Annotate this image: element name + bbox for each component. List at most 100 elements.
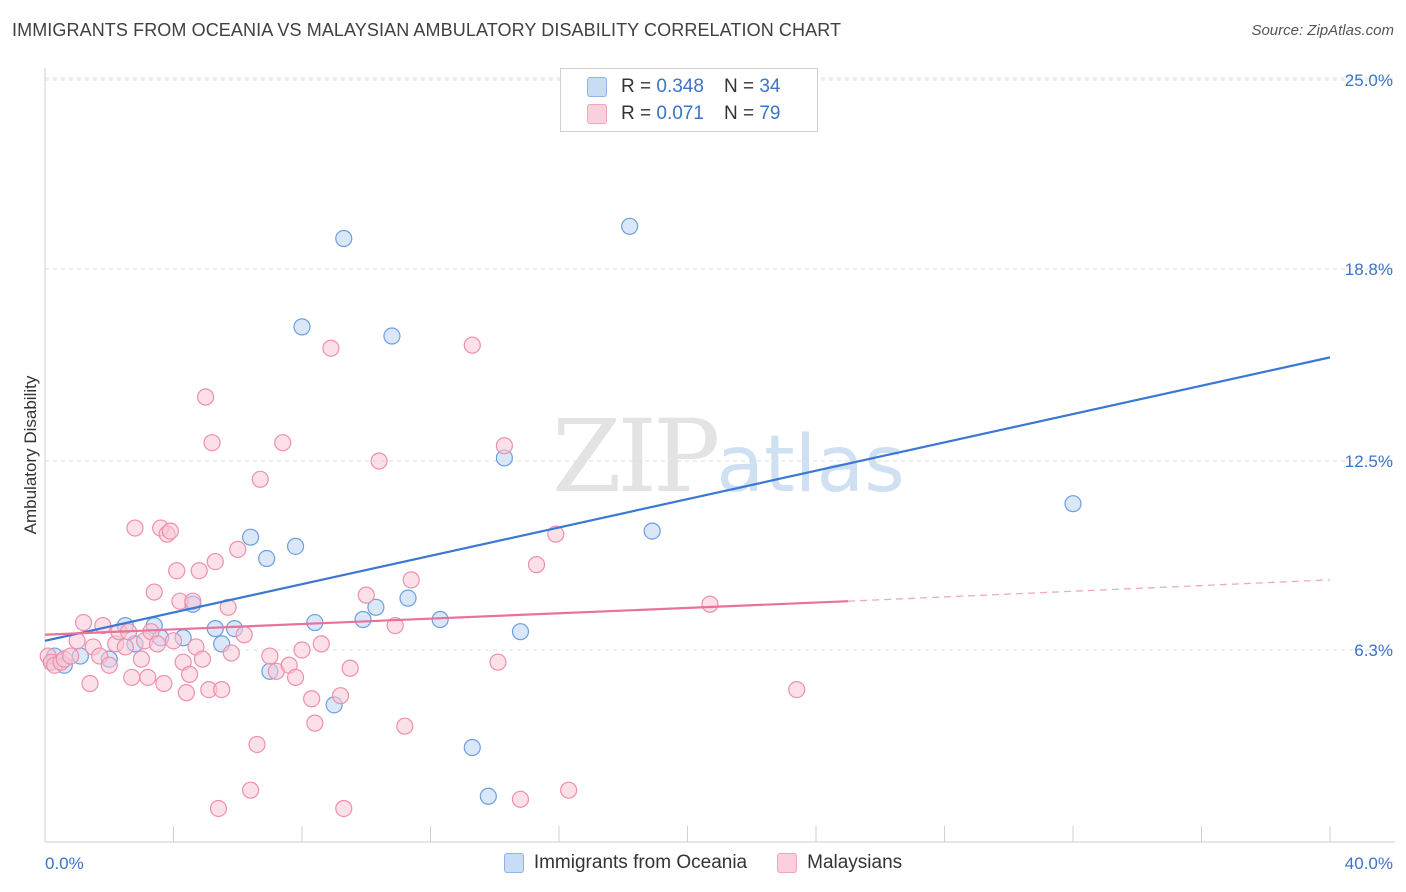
oceania-point xyxy=(399,589,417,607)
oceania-point xyxy=(286,537,305,555)
malaysians-point xyxy=(209,799,228,818)
bottom-legend-swatch-malaysians xyxy=(777,853,798,873)
legend-r-label: R = xyxy=(621,76,652,97)
malaysians-point xyxy=(274,434,292,452)
malaysians-point xyxy=(206,552,224,571)
malaysians-point xyxy=(193,650,212,668)
malaysians-point xyxy=(148,635,167,653)
malaysians-point xyxy=(248,735,266,754)
malaysians-point xyxy=(190,562,208,580)
malaysians-trend-line xyxy=(44,600,849,636)
malaysians-point xyxy=(126,519,144,537)
malaysians-point xyxy=(213,680,231,699)
malaysians-point xyxy=(788,680,806,699)
bottom-legend-swatch-oceania xyxy=(503,853,524,873)
bottom-legend-label: Immigrants from Oceania xyxy=(533,852,748,873)
malaysians-point xyxy=(123,668,141,687)
malaysians-point xyxy=(62,647,80,665)
legend: R = 0.348 N = 34 R = 0.071 N = 79 xyxy=(560,68,818,132)
malaysians-point xyxy=(370,452,388,470)
malaysians-point xyxy=(527,556,546,574)
malaysians-point xyxy=(81,674,99,693)
malaysians-point xyxy=(235,626,253,644)
malaysians-point xyxy=(261,647,279,665)
oceania-point xyxy=(367,598,385,616)
malaysians-point xyxy=(312,635,330,653)
malaysians-point xyxy=(463,336,481,354)
malaysians-point xyxy=(219,598,237,616)
y-tick-label: 18.8% xyxy=(1345,260,1393,279)
x-tick-label: 40.0% xyxy=(1345,854,1393,873)
x-tick-label: 0.0% xyxy=(45,854,84,873)
legend-swatch-malaysians xyxy=(587,104,607,124)
malaysians-point xyxy=(164,632,183,650)
oceania-point xyxy=(621,217,639,235)
oceania-point xyxy=(511,623,530,641)
malaysians-point xyxy=(396,717,414,735)
malaysians-point xyxy=(168,562,186,580)
watermark: ZIPatlas xyxy=(552,398,905,515)
malaysians-trend-extension xyxy=(848,579,1331,602)
oceania-point xyxy=(293,318,311,336)
malaysians-point xyxy=(560,781,578,799)
watermark-zip: ZIP xyxy=(552,398,720,515)
y-tick-label: 25.0% xyxy=(1345,71,1393,90)
malaysians-point xyxy=(161,522,179,540)
oceania-point xyxy=(643,522,661,540)
legend-n-label: N = xyxy=(723,76,755,97)
bottom-legend: Immigrants from Oceania Malaysians xyxy=(0,852,1406,874)
chart-title: IMMIGRANTS FROM OCEANIA VS MALAYSIAN AMB… xyxy=(12,20,842,40)
malaysians-point xyxy=(74,613,93,632)
watermark-atlas: atlas xyxy=(716,420,905,510)
oceania-point xyxy=(258,549,276,568)
legend-row-malaysians: R = 0.071 N = 79 xyxy=(587,102,780,126)
malaysians-point xyxy=(177,684,195,702)
malaysians-point xyxy=(116,638,134,656)
malaysians-point xyxy=(511,790,530,808)
malaysians-point xyxy=(293,641,311,659)
malaysians-point xyxy=(251,470,269,488)
malaysians-point xyxy=(402,571,420,589)
malaysians-point xyxy=(303,690,321,708)
legend-swatch-oceania xyxy=(587,77,607,97)
malaysians-point xyxy=(386,616,404,635)
oceania-point xyxy=(1064,495,1082,513)
malaysians-point xyxy=(139,668,157,687)
malaysians-point xyxy=(286,668,305,687)
bottom-legend-label: Malaysians xyxy=(807,852,903,873)
malaysians-point xyxy=(197,388,215,406)
legend-r-value: 0.348 xyxy=(656,76,704,97)
oceania-point xyxy=(479,787,497,805)
malaysians-point xyxy=(341,659,359,677)
y-tick-label: 6.3% xyxy=(1354,641,1393,660)
malaysians-point xyxy=(322,339,340,357)
malaysians-point xyxy=(701,595,719,613)
oceania-point xyxy=(354,610,372,629)
oceania-trend-line xyxy=(44,356,1331,642)
malaysians-point xyxy=(489,653,507,671)
legend-n-value: 79 xyxy=(759,103,781,124)
legend-n-value: 34 xyxy=(759,76,781,97)
oceania-point xyxy=(242,528,260,546)
malaysians-point xyxy=(306,714,324,732)
malaysians-point xyxy=(242,781,260,799)
legend-r-value: 0.071 xyxy=(656,103,704,124)
source-label: Source: ZipAtlas.com xyxy=(1251,22,1394,39)
oceania-point xyxy=(463,738,481,757)
legend-row-oceania: R = 0.348 N = 34 xyxy=(587,75,780,99)
malaysians-point xyxy=(132,650,150,668)
malaysians-point xyxy=(331,687,350,705)
bottom-legend-malaysians: Malaysians xyxy=(777,852,902,874)
malaysians-point xyxy=(203,434,221,452)
bottom-legend-oceania: Immigrants from Oceania xyxy=(503,852,748,874)
malaysians-point xyxy=(145,583,163,601)
y-axis-label: Ambulatory Disability xyxy=(21,375,40,535)
malaysians-point xyxy=(495,437,513,455)
oceania-point xyxy=(383,327,401,345)
legend-r-label: R = xyxy=(621,103,652,124)
oceania-point xyxy=(335,229,353,248)
malaysians-point xyxy=(180,665,199,683)
malaysians-point xyxy=(357,586,375,604)
malaysians-point xyxy=(222,644,240,662)
